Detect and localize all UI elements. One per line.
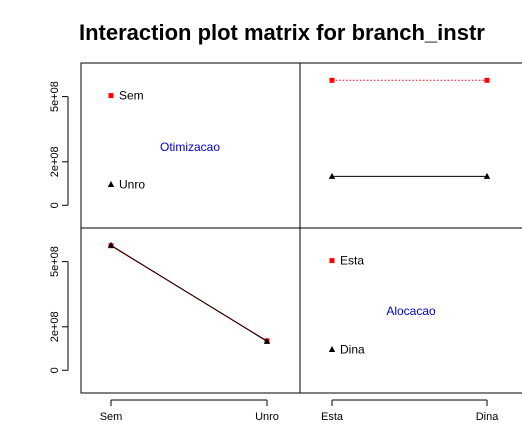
x-tick-label-right-1: Dina bbox=[476, 411, 500, 423]
diag-level-label-top-left-1: Sem bbox=[119, 89, 144, 103]
diag-marker-bottom-right-2 bbox=[328, 346, 336, 353]
diag-factor-label-bottom-right: Alocacao bbox=[386, 304, 436, 318]
y-tick-label-top-1: 2e+08 bbox=[49, 146, 61, 177]
y-tick-label-bottom-1: 2e+08 bbox=[49, 311, 61, 342]
diag-level-label-bottom-right-1: Esta bbox=[340, 254, 364, 268]
series-point-top-right-unro-0 bbox=[328, 172, 336, 179]
diag-factor-label-top-left: Otimizacao bbox=[160, 140, 220, 154]
diag-level-label-bottom-right-2: Dina bbox=[340, 343, 365, 357]
series-point-top-right-sem-1 bbox=[484, 77, 490, 83]
x-tick-label-left-0: Sem bbox=[100, 411, 123, 423]
series-point-top-right-sem-0 bbox=[329, 77, 335, 83]
x-tick-label-right-0: Esta bbox=[321, 411, 344, 423]
y-tick-label-top-0: 0 bbox=[49, 202, 61, 208]
diag-level-label-top-left-2: Unro bbox=[119, 178, 145, 192]
y-tick-label-top-2: 5e+08 bbox=[49, 81, 61, 112]
diag-marker-top-left-2 bbox=[107, 181, 115, 188]
diag-marker-bottom-right-1 bbox=[329, 258, 335, 264]
series-point-top-right-unro-1 bbox=[483, 172, 491, 179]
chart-title: Interaction plot matrix for branch_instr bbox=[79, 20, 485, 45]
x-tick-label-left-1: Unro bbox=[255, 411, 279, 423]
y-tick-label-bottom-2: 5e+08 bbox=[49, 246, 61, 277]
diag-marker-top-left-1 bbox=[108, 93, 114, 99]
y-tick-label-bottom-0: 0 bbox=[49, 367, 61, 373]
series-point-bottom-left-dina-0 bbox=[107, 241, 115, 248]
series-line-bottom-left-dina bbox=[110, 244, 268, 342]
series-point-bottom-left-dina-1 bbox=[263, 337, 271, 344]
